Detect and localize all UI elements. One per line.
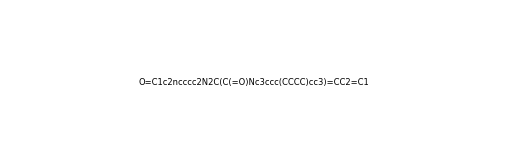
Text: O=C1c2ncccc2N2C(C(=O)Nc3ccc(CCCC)cc3)=CC2=C1: O=C1c2ncccc2N2C(C(=O)Nc3ccc(CCCC)cc3)=CC… [139,78,369,86]
